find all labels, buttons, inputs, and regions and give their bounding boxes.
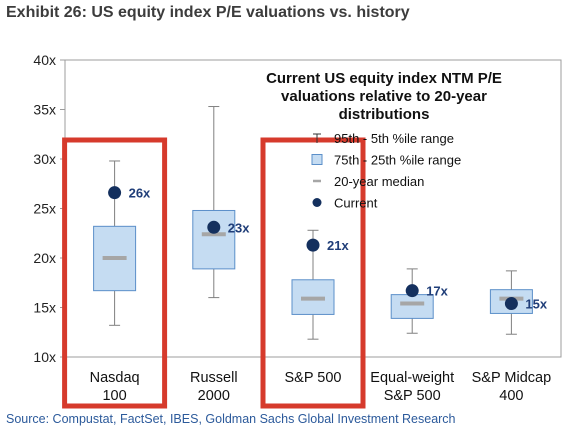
x-category-label-line: Russell <box>190 370 238 386</box>
highlight-frame <box>62 137 168 409</box>
y-tick-label: 35x <box>33 102 56 118</box>
y-tick-label: 40x <box>33 52 56 68</box>
iqr-box <box>192 209 236 270</box>
x-category-label-line: 400 <box>499 388 523 404</box>
legend-box-icon <box>311 154 323 165</box>
x-category-label: S&P 500 <box>285 370 342 386</box>
current-marker <box>108 186 122 200</box>
x-category-label: S&P Midcap 400 <box>472 370 552 404</box>
x-category-label-line: S&P Midcap <box>472 370 552 386</box>
chart-title: Exhibit 26: US equity index P/E valuatio… <box>6 4 410 21</box>
x-category-label-line: Nasdaq <box>90 370 140 386</box>
x-category-label: Russell 2000 <box>190 370 238 404</box>
current-marker <box>405 284 419 298</box>
legend-item-label: 75th - 25th %ile range <box>334 153 461 168</box>
x-category-label-line: S&P 500 <box>384 388 441 404</box>
current-value-label: 26x <box>129 186 151 201</box>
highlight-frames <box>62 137 366 409</box>
legend-title-line: valuations relative to 20-year <box>281 88 487 105</box>
y-tick-label: 25x <box>33 201 56 217</box>
source-note: Source: Compustat, FactSet, IBES, Goldma… <box>6 412 456 426</box>
y-tick-label: 30x <box>33 151 56 167</box>
current-value-label: 17x <box>426 284 448 299</box>
legend-item-label: 20-year median <box>334 174 424 189</box>
current-marker <box>306 238 320 252</box>
legend-title-line: Current US equity index NTM P/E <box>266 70 502 87</box>
y-tick-label: 20x <box>33 250 56 266</box>
x-category-label: Equal-weight S&P 500 <box>370 370 454 404</box>
x-category-label: Nasdaq 100 <box>90 370 140 404</box>
legend-item-label: 95th - 5th %ile range <box>334 131 454 146</box>
x-category-label-line: Equal-weight <box>370 370 454 386</box>
current-marker <box>504 297 518 311</box>
current-value-label: 23x <box>228 220 250 235</box>
x-category-label-line: 100 <box>102 388 126 404</box>
legend-title-line: distributions <box>339 106 430 123</box>
legend: Current US equity index NTM P/Evaluation… <box>266 70 502 211</box>
x-axis-categories: Nasdaq 100 Russell 2000 S&P 500 Equal-weight S… <box>90 370 552 404</box>
legend-current-icon <box>312 198 322 207</box>
x-category-label-line: S&P 500 <box>285 370 342 386</box>
current-marker <box>207 220 221 234</box>
y-axis: 10x 15x 20x 25x 30x 35x 40x <box>33 52 65 365</box>
current-value-label: 21x <box>327 238 349 253</box>
current-value-label: 15x <box>525 297 547 312</box>
y-tick-label: 10x <box>33 349 56 365</box>
x-category-label-line: 2000 <box>198 388 230 404</box>
highlight-frame <box>260 137 366 409</box>
legend-item-label: Current <box>334 196 378 211</box>
y-tick-label: 15x <box>33 300 56 316</box>
box-series: 26x 23x 21x 17x 15x <box>93 106 548 340</box>
